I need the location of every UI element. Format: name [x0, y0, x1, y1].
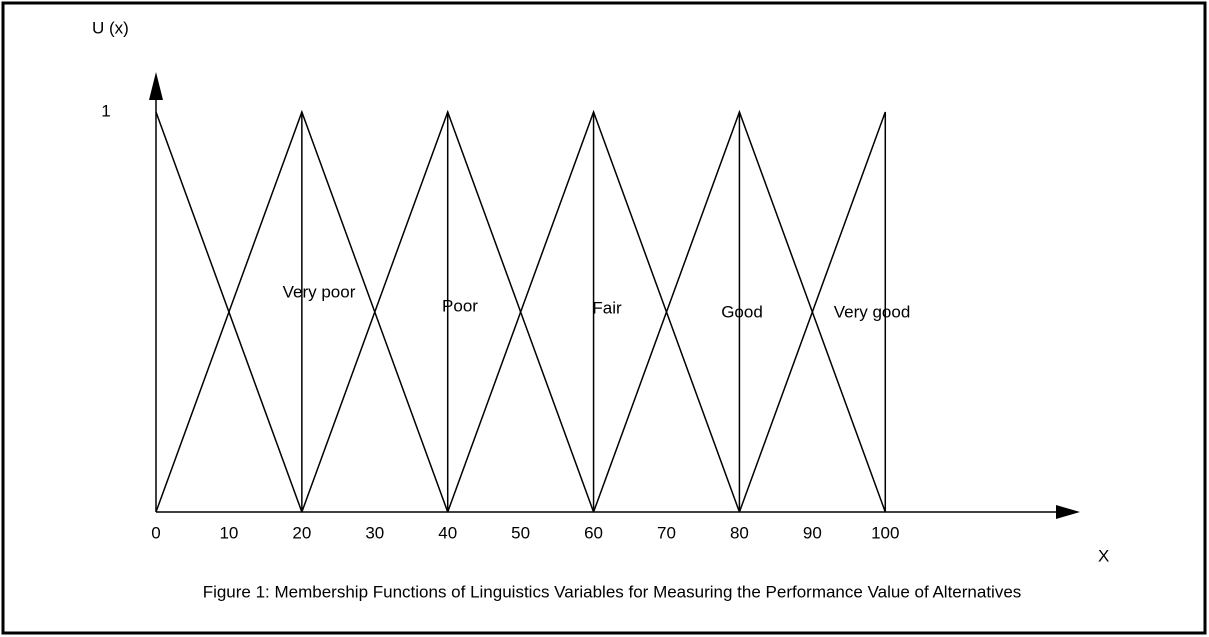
annotation: Very good: [834, 302, 911, 321]
membership-line: [738, 111, 887, 513]
annotation: Very poor: [283, 282, 356, 301]
x-tick-label: 70: [657, 523, 676, 542]
annotation: Good: [721, 302, 763, 321]
x-tick-label: 0: [151, 523, 160, 542]
x-tick-label: 50: [511, 523, 530, 542]
x-tick-label: 60: [584, 523, 603, 542]
x-axis-label: X: [1098, 546, 1109, 565]
annotation: Poor: [442, 296, 478, 315]
x-tick-label: 20: [292, 523, 311, 542]
y-axis-arrow: [149, 72, 163, 100]
x-tick-label: 40: [438, 523, 457, 542]
x-axis-arrow: [1056, 505, 1080, 519]
caption: Figure 1: Membership Functions of Lingui…: [203, 582, 1022, 601]
annotation: Fair: [592, 298, 622, 317]
y-tick-label: 1: [101, 101, 110, 120]
y-axis-label: U (x): [92, 18, 129, 37]
x-tick-label: 80: [730, 523, 749, 542]
x-tick-label: 100: [871, 523, 899, 542]
x-tick-label: 90: [803, 523, 822, 542]
x-tick-label: 30: [365, 523, 384, 542]
x-tick-label: 10: [219, 523, 238, 542]
